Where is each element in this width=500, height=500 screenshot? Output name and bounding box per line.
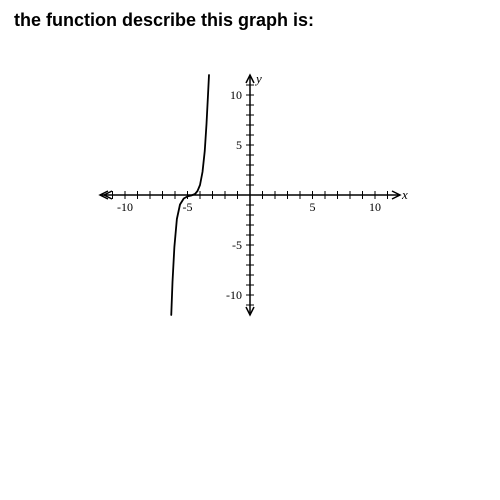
svg-text:5: 5 <box>310 200 316 214</box>
svg-text:-5: -5 <box>232 238 242 252</box>
svg-text:5: 5 <box>236 138 242 152</box>
svg-text:10: 10 <box>369 200 381 214</box>
svg-text:y: y <box>254 71 262 86</box>
svg-text:-10: -10 <box>117 200 133 214</box>
chart-container: -10 -5 5 10 10 5 -5 -10 x y <box>0 65 500 325</box>
function-chart: -10 -5 5 10 10 5 -5 -10 x y <box>80 65 420 325</box>
svg-text:10: 10 <box>230 88 242 102</box>
svg-text:-5: -5 <box>183 200 193 214</box>
svg-text:-10: -10 <box>226 288 242 302</box>
page-title: the function describe this graph is: <box>0 0 500 35</box>
svg-text:x: x <box>401 187 408 202</box>
